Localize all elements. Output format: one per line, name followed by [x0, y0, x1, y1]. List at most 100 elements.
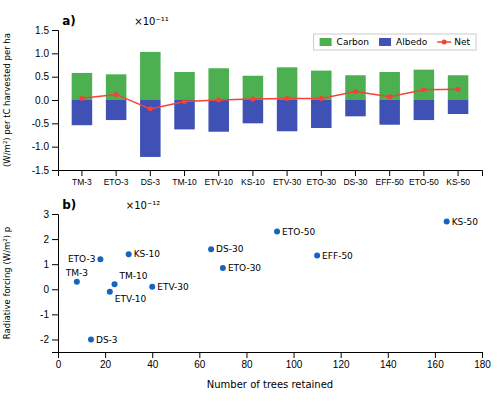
tick-mark: [52, 264, 58, 265]
legend-item: Albedo: [379, 37, 428, 47]
tick-label: -1: [40, 309, 49, 320]
marker: [421, 87, 426, 92]
bar: [174, 72, 195, 100]
tick-label: 2: [43, 234, 49, 245]
legend-swatch: [320, 38, 332, 46]
marker: [148, 106, 153, 111]
tick-label: -0.5: [32, 118, 50, 129]
tick-mark: [52, 53, 58, 54]
tick: 20: [100, 352, 112, 370]
tick-label: ETV-30: [273, 177, 302, 187]
bar: [106, 74, 127, 100]
point: [126, 251, 132, 257]
point-label: TM-10: [119, 271, 148, 281]
tick-label: 160: [427, 359, 444, 370]
line: [82, 89, 458, 109]
point: [208, 246, 214, 252]
legend-frame: [314, 34, 476, 50]
panel: -2-10123Radiative forcing (W/m²) p020406…: [2, 198, 491, 390]
tick-label: KS-50: [446, 177, 470, 187]
tick: 100: [286, 352, 303, 370]
plot-area: [72, 52, 469, 157]
tick-mark: [287, 170, 288, 176]
marker: [79, 96, 84, 101]
tick: ETV-30: [273, 170, 302, 187]
tick-mark: [423, 170, 424, 176]
x-axis: TM-3ETO-3DS-3TM-10ETV-10KS-10ETV-30ETO-3…: [59, 170, 483, 187]
tick-mark: [52, 30, 58, 31]
tick-mark: [321, 170, 322, 176]
tick-mark: [246, 352, 247, 358]
point: [97, 256, 103, 262]
tick-label: ETV-10: [205, 177, 234, 187]
tick: ETO-30: [306, 170, 336, 187]
point-label: ETV-30: [157, 282, 189, 292]
point-label: KS-10: [134, 249, 161, 259]
tick-mark: [52, 147, 58, 148]
tick-label: ETO-50: [409, 177, 439, 187]
tick-label: 1: [43, 259, 49, 270]
bar: [311, 71, 332, 100]
point: [107, 289, 113, 295]
tick: 0: [56, 352, 62, 370]
tick: KS-10: [241, 170, 265, 187]
bar: [345, 75, 366, 100]
tick: -2: [40, 334, 58, 345]
y-axis-title: (W/m²) per tC harvested per ha: [2, 33, 12, 167]
tick-mark: [52, 123, 58, 124]
legend-label: Albedo: [396, 37, 428, 47]
tick-label: -1.5: [32, 165, 50, 176]
tick: ETV-10: [205, 170, 234, 187]
point-label: ETO-30: [228, 263, 261, 273]
point: [112, 281, 118, 287]
figure: -1.5-1.0-0.50.00.51.01.5(W/m²) per tC ha…: [0, 0, 500, 409]
tick-label: 0.0: [35, 95, 49, 106]
point: [314, 252, 320, 258]
tick-label: TM-3: [72, 177, 92, 187]
tick-label: 100: [286, 359, 303, 370]
tick-label: 40: [147, 359, 159, 370]
tick: 120: [333, 352, 350, 370]
tick: 1: [43, 259, 58, 270]
tick: 0: [43, 284, 58, 295]
bar: [106, 100, 127, 120]
tick-mark: [52, 289, 58, 290]
tick-label: 20: [100, 359, 112, 370]
tick: TM-3: [72, 170, 92, 187]
tick: 1.0: [35, 48, 58, 59]
point-label: ETV-10: [115, 294, 147, 304]
legend-label: Carbon: [337, 37, 369, 47]
tick: TM-10: [172, 170, 197, 187]
bar: [140, 100, 161, 157]
tick: 0.5: [35, 71, 58, 82]
tick-label: 0: [56, 359, 62, 370]
marker: [114, 92, 119, 97]
legend-swatch: [379, 38, 391, 46]
tick: 180: [474, 352, 491, 370]
tick: 3: [43, 209, 58, 220]
tick-mark: [52, 170, 58, 171]
tick-mark: [341, 352, 342, 358]
tick: 1.5: [35, 25, 58, 36]
axis-line: [52, 215, 59, 353]
marker: [216, 98, 221, 103]
bar: [448, 75, 469, 100]
tick-label: 60: [194, 359, 206, 370]
bar: [277, 67, 298, 100]
tick-mark: [388, 352, 389, 358]
tick: 2: [43, 234, 58, 245]
bar: [379, 100, 400, 125]
point: [274, 229, 280, 235]
marker: [285, 96, 290, 101]
tick-label: ETO-3: [104, 177, 129, 187]
tick-mark: [52, 100, 58, 101]
y-axis: -2 -1 0 1 2 3: [40, 209, 58, 353]
bar: [72, 73, 93, 100]
point-label: TM-3: [65, 268, 88, 278]
tick-mark: [294, 352, 295, 358]
tick-mark: [184, 170, 185, 176]
panel: -1.5-1.0-0.50.00.51.01.5(W/m²) per tC ha…: [2, 14, 483, 187]
axis-line: [59, 353, 483, 359]
tick-label: 3: [43, 209, 49, 220]
tick-mark: [58, 352, 59, 358]
